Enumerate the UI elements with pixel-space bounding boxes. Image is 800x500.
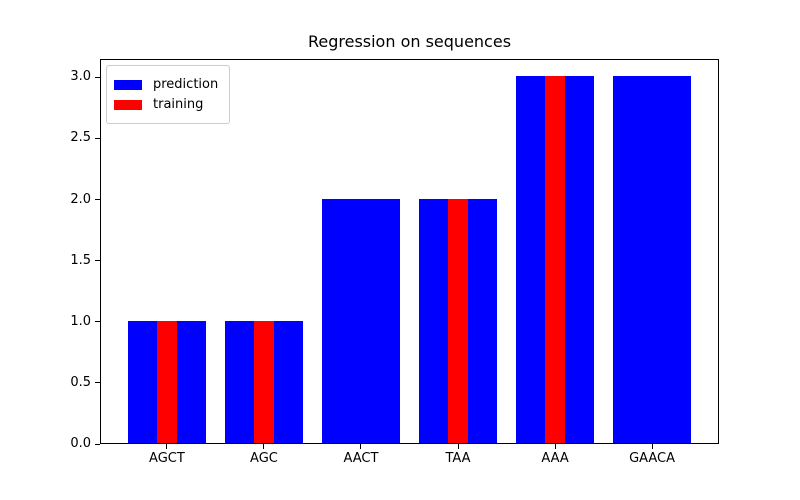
x-tick (166, 444, 168, 449)
y-tick (95, 137, 100, 139)
legend-item-training: training (114, 96, 220, 113)
prediction-swatch-icon (114, 79, 142, 90)
y-tick-label: 2.5 (70, 130, 91, 146)
y-tick (95, 443, 100, 445)
legend-label-training: training (153, 97, 204, 112)
x-tick (360, 444, 362, 449)
x-tick-label-aaa: AAA (541, 451, 569, 466)
x-tick-label-taa: TAA (445, 451, 471, 466)
y-tick-label: 1.0 (70, 313, 91, 329)
y-tick (95, 260, 100, 262)
x-tick (457, 444, 459, 449)
y-tick (95, 199, 100, 201)
bar-prediction-gaaca (613, 76, 691, 443)
x-tick-label-aact: AACT (343, 451, 379, 466)
y-tick (95, 76, 100, 78)
chart-title: Regression on sequences (307, 32, 512, 51)
x-tick (651, 444, 653, 449)
x-tick-label-agc: AGC (250, 451, 278, 466)
legend: prediction training (106, 65, 230, 124)
y-tick (95, 321, 100, 323)
y-tick-label: 2.0 (70, 191, 91, 207)
x-tick-label-gaaca: GAACA (629, 451, 676, 466)
bar-training-aaa (545, 76, 565, 443)
y-tick-label: 0.0 (70, 436, 91, 451)
legend-item-prediction: prediction (114, 76, 220, 93)
x-tick (554, 444, 556, 449)
y-tick-label: 0.5 (70, 374, 91, 390)
bar-prediction-aact (322, 198, 400, 443)
x-tick-label-agct: AGCT (149, 451, 185, 466)
bar-training-agc (254, 320, 274, 443)
axes (100, 59, 719, 444)
training-swatch-icon (114, 99, 142, 110)
y-tick-label: 1.5 (70, 252, 91, 268)
bar-training-taa (448, 198, 468, 443)
y-tick (95, 382, 100, 384)
y-tick-label: 3.0 (70, 69, 91, 85)
bar-training-agct (157, 320, 177, 443)
plot-area (101, 60, 718, 443)
x-tick (263, 444, 265, 449)
legend-label-prediction: prediction (153, 77, 219, 92)
